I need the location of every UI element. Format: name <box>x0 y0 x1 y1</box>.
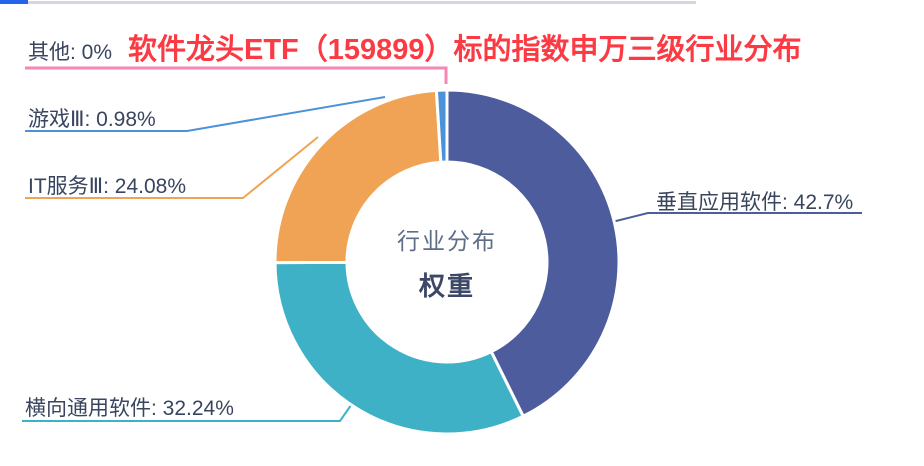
slice-label-games: 游戏Ⅲ: 0.98% <box>28 108 156 131</box>
slice-label-vertical-app-software: 垂直应用软件: 42.7% <box>656 191 854 214</box>
slice-label-it-services: IT服务Ⅲ: 24.08% <box>28 175 187 198</box>
leader-line-it-services <box>25 136 319 199</box>
slice-label-horizontal-general-software: 横向通用软件: 32.24% <box>25 397 234 420</box>
top-divider-line <box>28 1 696 4</box>
slice-games[interactable] <box>434 88 449 164</box>
top-accent-bar <box>0 0 28 4</box>
chart-title: 软件龙头ETF（159899）标的指数申万三级行业分布 <box>128 34 802 66</box>
slice-label-others: 其他: 0% <box>28 41 113 64</box>
center-label-line1: 行业分布 <box>397 227 497 254</box>
donut-center-label: 行业分布 权重 <box>347 202 547 322</box>
leader-line-vertical-app-software <box>611 212 862 223</box>
slice-vertical-app-software[interactable] <box>445 88 621 418</box>
center-label-line2: 权重 <box>418 270 475 301</box>
leader-line-games <box>25 96 386 132</box>
slice-it-services[interactable] <box>273 88 443 265</box>
leader-line-others <box>25 66 448 84</box>
slice-horizontal-general-software[interactable] <box>273 260 525 436</box>
